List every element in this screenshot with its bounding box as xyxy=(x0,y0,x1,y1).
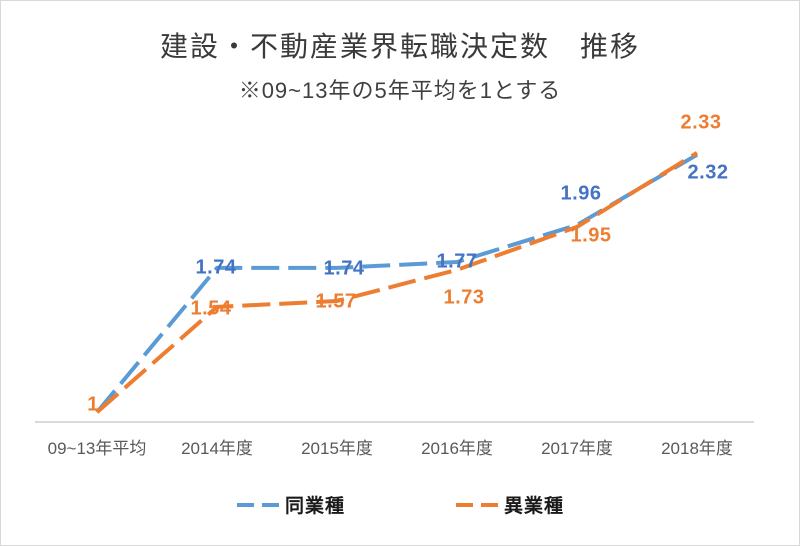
data-label: 1.54 xyxy=(190,297,232,320)
x-axis-label: 09~13年平均 xyxy=(47,439,147,458)
x-axis-label: 2014年度 xyxy=(181,439,253,458)
x-axis-label: 2015年度 xyxy=(301,439,373,458)
data-label: 2.33 xyxy=(680,111,722,134)
data-label: 1.57 xyxy=(315,290,357,313)
data-label: 1.77 xyxy=(436,250,478,273)
legend-swatch-different-industry-icon xyxy=(456,502,498,507)
data-label: 1.73 xyxy=(443,286,485,309)
legend-label-same-industry: 同業種 xyxy=(284,496,345,517)
data-label: 1.96 xyxy=(560,182,602,205)
data-label: 1 xyxy=(87,393,99,416)
x-axis-label: 2017年度 xyxy=(541,439,613,458)
x-axis-label: 2016年度 xyxy=(421,439,493,458)
chart-subtitle: ※09~13年の5年平均を1とする xyxy=(238,78,562,103)
data-label: 2.32 xyxy=(687,161,729,184)
series-line-1 xyxy=(95,151,699,414)
data-label: 1.74 xyxy=(195,256,237,279)
legend: 同業種 異業種 xyxy=(1,491,799,518)
legend-label-different-industry: 異業種 xyxy=(504,496,565,517)
x-axis-label: 2018年度 xyxy=(661,439,733,458)
legend-item-same-industry: 同業種 xyxy=(236,491,345,518)
legend-item-different-industry: 異業種 xyxy=(455,491,564,518)
data-label: 1.74 xyxy=(323,257,365,280)
data-label: 1.95 xyxy=(570,224,612,247)
chart-title: 建設・不動産業界転職決定数 推移 xyxy=(159,31,640,62)
legend-swatch-same-industry-icon xyxy=(236,502,279,507)
